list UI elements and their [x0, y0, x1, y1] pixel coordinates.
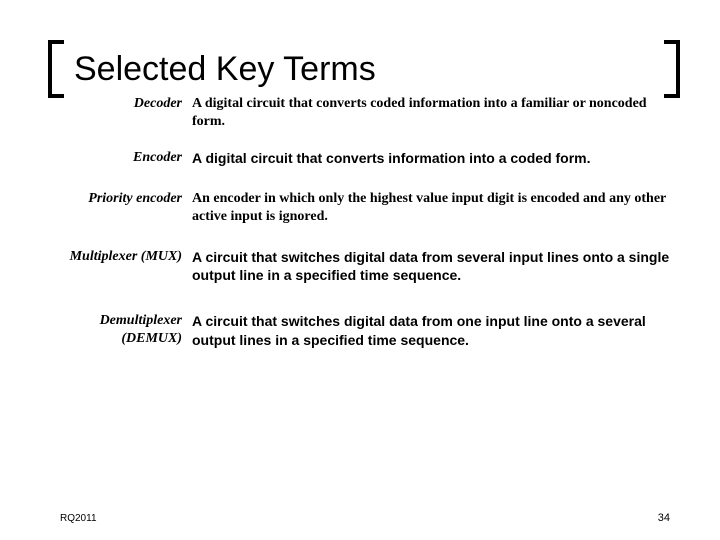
term-definition: A digital circuit that converts coded in… [192, 95, 670, 131]
term-row: Demultiplexer (DEMUX) A circuit that swi… [60, 312, 670, 348]
terms-list: Decoder A digital circuit that converts … [60, 95, 670, 349]
term-label: Priority encoder [60, 190, 192, 208]
term-row: Multiplexer (MUX) A circuit that switche… [60, 248, 670, 284]
term-row: Encoder A digital circuit that converts … [60, 149, 670, 167]
term-definition: An encoder in which only the highest val… [192, 190, 670, 226]
slide-title: Selected Key Terms [60, 50, 670, 89]
term-definition: A digital circuit that converts informat… [192, 149, 670, 167]
term-definition: A circuit that switches digital data fro… [192, 248, 670, 284]
page-number: 34 [658, 512, 670, 524]
term-row: Decoder A digital circuit that converts … [60, 95, 670, 131]
term-definition: A circuit that switches digital data fro… [192, 312, 670, 348]
bracket-left-icon [48, 40, 64, 98]
term-label: Decoder [60, 95, 192, 113]
term-label: Multiplexer (MUX) [60, 248, 192, 266]
bracket-right-icon [664, 40, 680, 98]
slide: Selected Key Terms Decoder A digital cir… [0, 0, 720, 540]
footer-left: RQ2011 [60, 513, 97, 524]
term-label: Demultiplexer (DEMUX) [60, 312, 192, 347]
term-row: Priority encoder An encoder in which onl… [60, 190, 670, 226]
title-container: Selected Key Terms [60, 50, 670, 89]
term-label: Encoder [60, 149, 192, 167]
